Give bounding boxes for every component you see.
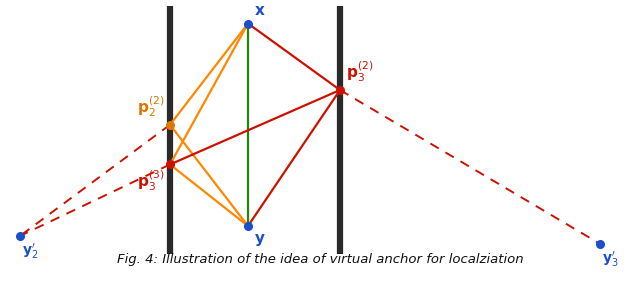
Text: $\mathbf{x}$: $\mathbf{x}$ [254,3,266,17]
Text: $\mathbf{p}_2^{(2)}$: $\mathbf{p}_2^{(2)}$ [137,94,164,119]
Text: $\mathbf{y}$: $\mathbf{y}$ [254,232,266,248]
Text: $\mathbf{p}_3^{(3)}$: $\mathbf{p}_3^{(3)}$ [137,168,164,193]
Text: $\mathbf{p}_3^{(2)}$: $\mathbf{p}_3^{(2)}$ [346,59,373,84]
Text: Fig. 4: Illustration of the idea of virtual anchor for localziation: Fig. 4: Illustration of the idea of virt… [116,253,524,266]
Text: $\mathbf{y}_3'$: $\mathbf{y}_3'$ [602,250,618,269]
Text: $\mathbf{y}_2'$: $\mathbf{y}_2'$ [22,242,38,261]
